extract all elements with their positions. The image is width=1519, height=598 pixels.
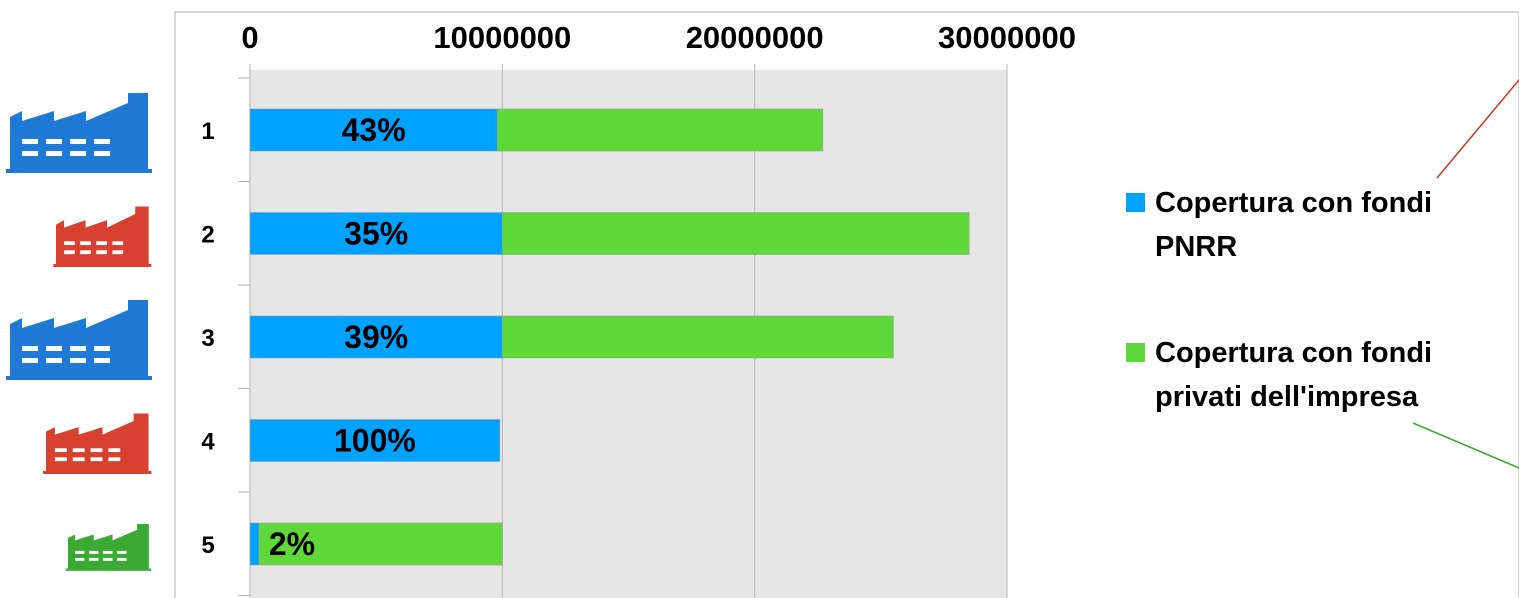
category-label: 1 — [201, 118, 214, 145]
legend-label-2: privati dell'impresa — [1155, 381, 1419, 413]
factory-icon-window — [80, 250, 91, 255]
bar-pnrr-5 — [249, 522, 260, 566]
bar-privati-3 — [502, 315, 894, 359]
data-label: 39% — [344, 319, 408, 355]
factory-icon-1 — [6, 93, 152, 173]
data-label: 2% — [269, 526, 315, 562]
factory-icon-window — [117, 557, 127, 561]
factory-icon-window — [96, 241, 108, 246]
data-label: 35% — [344, 216, 408, 252]
factory-icon-base — [65, 568, 152, 571]
factory-icon-window — [46, 139, 62, 144]
category-label: 2 — [201, 222, 214, 249]
factory-icon-window — [103, 550, 113, 554]
factory-icon-window — [70, 358, 86, 363]
data-label: 100% — [334, 423, 416, 459]
factory-icon-3 — [6, 300, 152, 380]
data-label: 43% — [342, 112, 406, 148]
factory-icon-window — [54, 448, 67, 453]
factory-icon-2 — [53, 206, 152, 267]
x-tick-label: 30000000 — [938, 20, 1076, 55]
legend-label-2: Copertura con fondi — [1155, 337, 1432, 369]
factory-icon-window — [108, 457, 121, 462]
factory-icon-body — [68, 524, 149, 570]
factory-icon-window — [94, 346, 110, 351]
factory-icon-base — [6, 376, 152, 380]
factory-icon-body — [10, 300, 148, 378]
factory-icon-window — [94, 358, 110, 363]
factory-icon-window — [94, 151, 110, 156]
x-tick-label: 0 — [241, 20, 258, 55]
factory-icon-window — [94, 139, 110, 144]
factory-icon-base — [6, 169, 152, 173]
category-label: 3 — [201, 325, 214, 352]
factory-icon-body — [56, 206, 149, 266]
factory-icon-window — [80, 241, 91, 246]
factory-icon-window — [112, 250, 124, 255]
legend-swatch-2 — [1126, 343, 1145, 362]
factory-icon-window — [75, 557, 85, 561]
factory-icon-window — [64, 241, 75, 246]
bar-privati-2 — [502, 212, 970, 255]
factory-icon-window — [112, 241, 124, 246]
factory-icon-window — [108, 448, 121, 453]
factory-icon-window — [70, 151, 86, 156]
factory-icon-body — [10, 93, 148, 171]
factory-icon-window — [117, 550, 127, 554]
x-tick-label: 20000000 — [686, 20, 824, 55]
bar-pnrr-2 — [249, 212, 503, 255]
x-tick-label: 10000000 — [433, 20, 571, 55]
factory-icon-window — [75, 550, 85, 554]
factory-icon-window — [54, 457, 67, 462]
factory-icon-window — [22, 139, 38, 144]
bar-privati-1 — [496, 108, 824, 152]
factory-icon-window — [103, 557, 113, 561]
factory-icon-4 — [43, 413, 152, 474]
factory-icon-window — [96, 250, 108, 255]
factory-icon-base — [53, 263, 152, 267]
legend-label-1: Copertura con fondi — [1155, 187, 1432, 219]
factory-icon-window — [72, 457, 85, 462]
factory-icon-window — [89, 557, 99, 561]
bar-pnrr-4 — [249, 419, 501, 462]
factory-icon-body — [46, 413, 149, 473]
factory-icon-base — [43, 470, 152, 474]
factory-icon-window — [70, 139, 86, 144]
factory-icon-window — [90, 448, 103, 453]
factory-icon-window — [46, 151, 62, 156]
factory-icon-window — [46, 358, 62, 363]
category-label: 5 — [201, 532, 214, 559]
bar-privati-5 — [258, 522, 503, 566]
chart-frame — [174, 11, 1519, 598]
factory-icon-window — [72, 448, 85, 453]
legend-connector-red — [1436, 79, 1519, 179]
factory-icon-window — [22, 358, 38, 363]
category-label: 4 — [201, 429, 215, 456]
factory-icon-window — [90, 457, 103, 462]
legend-connector-green — [1412, 422, 1519, 469]
factory-icon-window — [22, 151, 38, 156]
factory-icon-window — [22, 346, 38, 351]
bar-pnrr-3 — [249, 315, 503, 359]
factory-icon-window — [46, 346, 62, 351]
legend-label-1: PNRR — [1155, 231, 1237, 263]
factory-icon-window — [70, 346, 86, 351]
factory-icon-window — [89, 550, 99, 554]
factory-icon-5 — [65, 524, 152, 571]
bar-pnrr-1 — [249, 108, 498, 152]
legend-swatch-1 — [1126, 193, 1145, 212]
factory-icon-window — [64, 250, 75, 255]
